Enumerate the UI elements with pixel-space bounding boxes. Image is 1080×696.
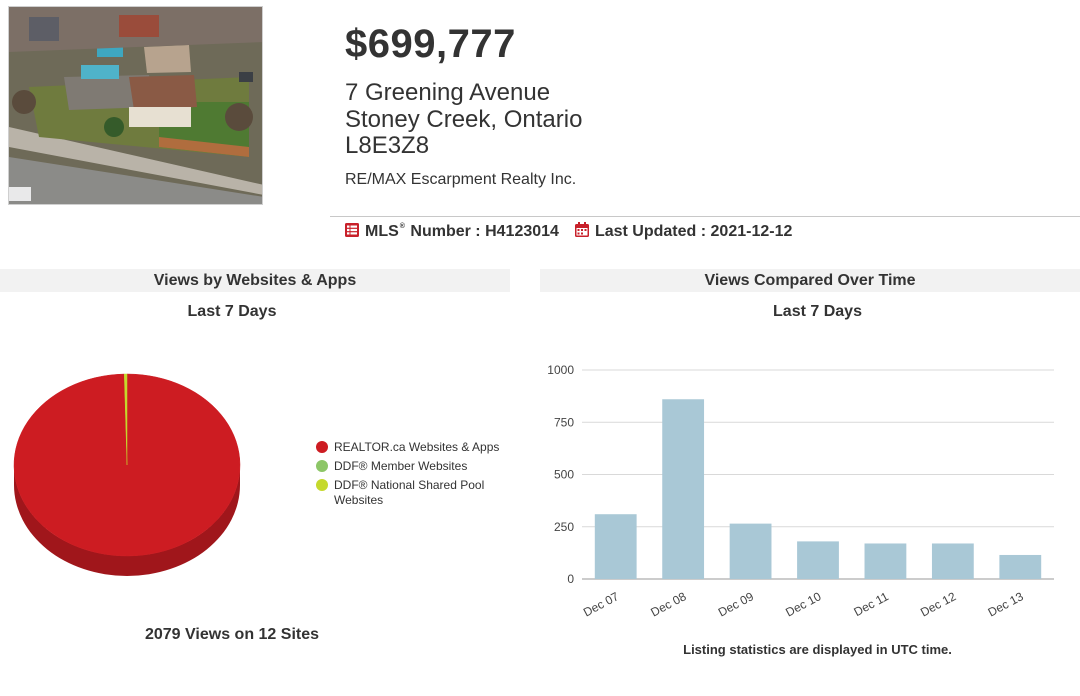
list-icon <box>345 222 359 242</box>
x-tick-label: Dec 11 <box>851 589 891 619</box>
x-tick-label: Dec 13 <box>986 589 1026 619</box>
y-tick-label: 500 <box>554 468 574 482</box>
legend-swatch <box>316 479 328 491</box>
x-tick-label: Dec 08 <box>648 589 688 619</box>
websites-section-title: Views by Websites & Apps <box>0 269 510 292</box>
last-updated-value: 2021-12-12 <box>710 223 793 240</box>
bar-0[interactable] <box>594 514 637 579</box>
x-tick-label: Dec 07 <box>581 589 621 619</box>
legend-label: DDF® Member Websites <box>334 459 468 473</box>
legend-item[interactable]: DDF® National Shared Pool Websites <box>316 478 516 508</box>
legend-item[interactable]: DDF® Member Websites <box>316 459 516 474</box>
brokerage-name: RE/MAX Escarpment Realty Inc. <box>345 171 577 188</box>
property-photo[interactable] <box>8 6 263 205</box>
listing-address: 7 Greening Avenue Stoney Creek, Ontario … <box>345 79 583 160</box>
mls-label: MLS® Number : <box>365 223 481 240</box>
time-period: Last 7 Days <box>773 303 862 320</box>
y-tick-label: 1000 <box>547 363 574 377</box>
x-tick-label: Dec 09 <box>716 589 756 619</box>
x-tick-label: Dec 10 <box>783 589 823 619</box>
address-street: 7 Greening Avenue <box>345 79 551 106</box>
views-over-time-bar-chart: 0 250 500 750 1000 Dec 07 Dec 08 Dec 09 Dec 10 De… <box>540 350 1080 640</box>
legend-label: REALTOR.ca Websites & Apps <box>334 440 500 454</box>
bar-3[interactable] <box>797 541 839 579</box>
y-tick-label: 250 <box>554 520 574 534</box>
bar-6[interactable] <box>999 554 1042 579</box>
pie-slice-2[interactable] <box>124 373 128 466</box>
y-tick-label: 750 <box>554 415 574 429</box>
y-tick-label: 0 <box>567 572 574 586</box>
x-tick-label: Dec 12 <box>918 589 958 619</box>
listing-price: $699,777 <box>345 22 516 66</box>
last-updated-label: Last Updated : <box>594 223 707 240</box>
bar-4[interactable] <box>864 543 907 579</box>
views-by-site-pie-chart <box>0 360 260 590</box>
total-views-summary: 2079 Views on 12 Sites <box>144 626 320 643</box>
bar-1[interactable] <box>662 399 705 579</box>
listing-meta: MLS® Number : H4123014 Last Updated : 20… <box>345 222 792 242</box>
utc-time-note: Listing statistics are displayed in UTC … <box>683 642 952 657</box>
legend-item[interactable]: REALTOR.ca Websites & Apps <box>316 440 516 455</box>
bar-5[interactable] <box>931 543 974 579</box>
calendar-icon <box>574 222 589 242</box>
legend-label: DDF® National Shared Pool Websites <box>334 478 485 507</box>
time-section-title: Views Compared Over Time <box>540 269 1080 292</box>
legend-swatch <box>316 460 328 472</box>
mls-number: H4123014 <box>485 223 559 240</box>
bar-2[interactable] <box>729 523 772 579</box>
header-divider <box>330 216 1080 217</box>
websites-period: Last 7 Days <box>187 303 277 320</box>
address-postal-code: L8E3Z8 <box>345 132 430 159</box>
pie-side-wall <box>14 465 240 576</box>
pie-legend: REALTOR.ca Websites & Apps DDF® Member We… <box>316 440 516 512</box>
legend-swatch <box>316 441 328 453</box>
address-city: Stoney Creek, Ontario <box>345 105 583 133</box>
